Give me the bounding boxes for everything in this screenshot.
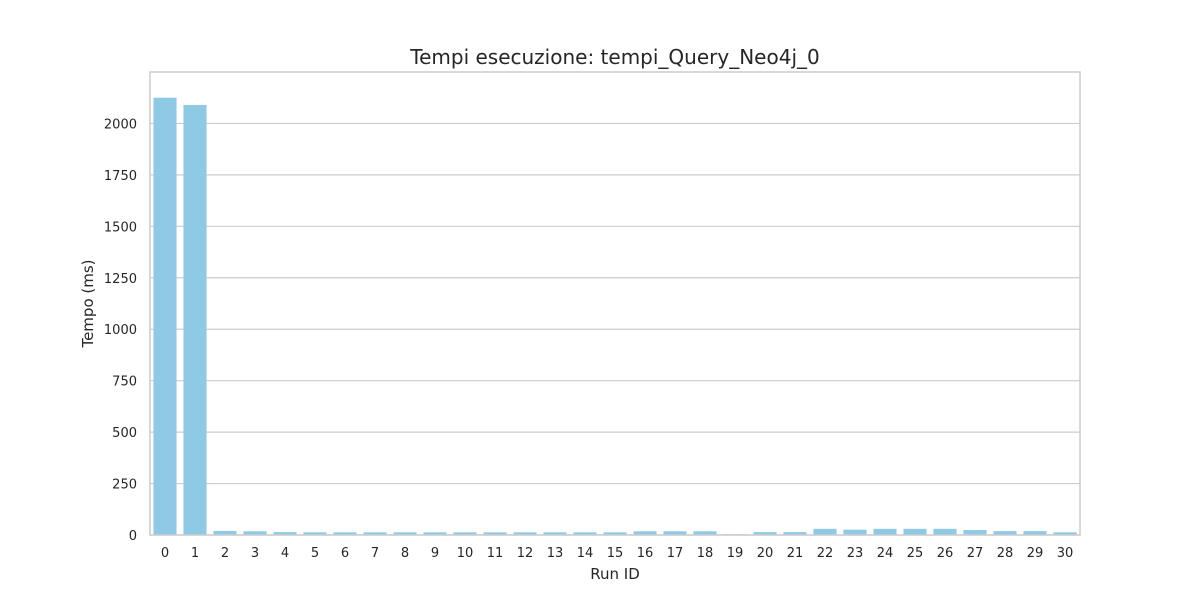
x-tick-label: 27: [967, 546, 984, 561]
x-tick-label: 30: [1057, 546, 1074, 561]
bar: [483, 532, 507, 535]
y-tick-label: 500: [112, 426, 137, 441]
bar: [333, 532, 357, 535]
bar-layer: [153, 97, 1077, 536]
bar: [543, 532, 567, 535]
x-tick-label: 22: [817, 546, 834, 561]
x-tick-label: 18: [697, 546, 714, 561]
x-tick-label: 6: [341, 546, 349, 561]
x-tick-label: 11: [487, 546, 504, 561]
bar: [183, 104, 207, 536]
chart-title: Tempi esecuzione: tempi_Query_Neo4j_0: [409, 45, 819, 69]
bar: [813, 528, 837, 535]
bar: [963, 530, 987, 535]
bar: [303, 532, 327, 535]
x-tick-labels: 0 1 2 3 4 5 6 7 8 9 10 11 12 13 14 15 16 17 18 19 20 21 22 23 24…: [161, 546, 1073, 561]
y-tick-labels: 0 250 500 750 1000 1250 1500 1750 2000: [104, 117, 137, 544]
x-tick-label: 0: [161, 546, 169, 561]
plot-frame: [149, 71, 1081, 536]
y-tick-label: 250: [112, 478, 137, 493]
y-tick-label: 750: [112, 375, 137, 390]
x-tick-label: 12: [517, 546, 534, 561]
y-tick-label: 0: [129, 529, 137, 544]
x-tick-label: 23: [847, 546, 864, 561]
x-tick-label: 8: [401, 546, 409, 561]
bar: [213, 530, 237, 535]
bar: [873, 528, 897, 535]
x-tick-label: 29: [1027, 546, 1044, 561]
bar: [393, 532, 417, 535]
bar: [993, 531, 1017, 535]
x-tick-label: 2: [221, 546, 229, 561]
x-tick-label: 3: [251, 546, 259, 561]
x-axis-label: Run ID: [590, 565, 640, 583]
x-tick-label: 5: [311, 546, 319, 561]
bar: [243, 531, 267, 535]
x-tick-label: 7: [371, 546, 379, 561]
grid-layer: [150, 122, 1080, 536]
bar: [693, 531, 717, 535]
bar: [1053, 532, 1077, 535]
bar: [663, 531, 687, 535]
x-tick-label: 15: [607, 546, 624, 561]
bar: [513, 532, 537, 535]
x-tick-label: 13: [547, 546, 564, 561]
x-tick-label: 19: [727, 546, 744, 561]
y-tick-label: 2000: [104, 117, 137, 132]
y-tick-label: 1000: [104, 323, 137, 338]
x-tick-label: 1: [191, 546, 199, 561]
bar: [363, 532, 387, 535]
x-tick-label: 17: [667, 546, 684, 561]
bar: [933, 528, 957, 535]
x-tick-label: 16: [637, 546, 654, 561]
bar: [453, 532, 477, 535]
x-tick-label: 25: [907, 546, 924, 561]
bar: [423, 532, 447, 535]
x-tick-label: 14: [577, 546, 594, 561]
x-tick-label: 4: [281, 546, 289, 561]
y-tick-label: 1750: [104, 169, 137, 184]
x-tick-label: 26: [937, 546, 954, 561]
y-tick-label: 1250: [104, 272, 137, 287]
bar: [903, 528, 927, 535]
bar: [843, 529, 867, 535]
x-tick-label: 21: [787, 546, 804, 561]
x-tick-label: 20: [757, 546, 774, 561]
bar: [573, 532, 597, 535]
y-axis-label: Tempo (ms): [79, 259, 97, 348]
y-tick-label: 1500: [104, 220, 137, 235]
bar: [633, 531, 657, 535]
bar: [753, 532, 777, 535]
bar: [1023, 531, 1047, 535]
bar: [783, 532, 807, 535]
bar: [153, 97, 177, 535]
x-tick-label: 9: [431, 546, 439, 561]
x-tick-label: 28: [997, 546, 1014, 561]
bar: [603, 532, 627, 535]
x-tick-label: 24: [877, 546, 894, 561]
x-tick-label: 10: [457, 546, 474, 561]
bar: [273, 532, 297, 535]
